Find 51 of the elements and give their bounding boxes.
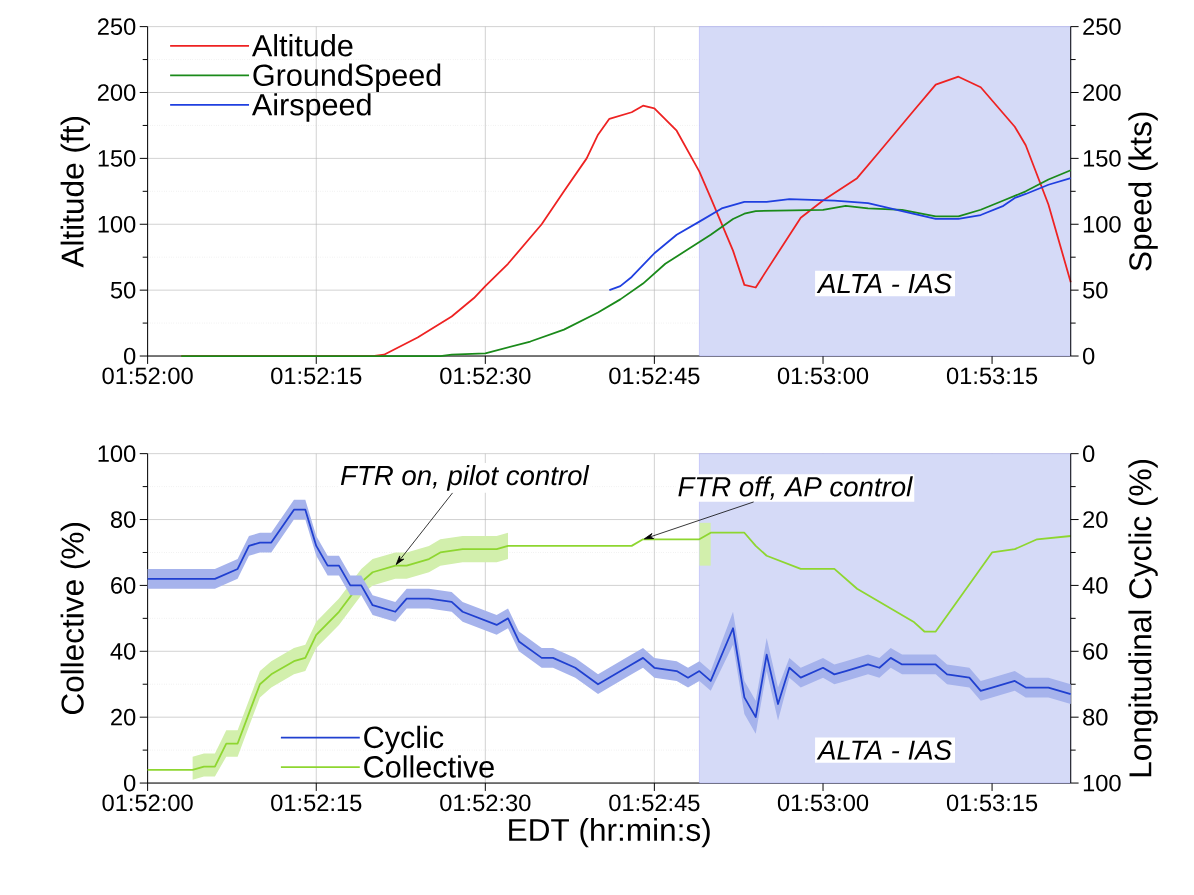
x-tick-label: 01:52:15 [271,794,362,811]
y2-tick-label: 250 [1083,18,1121,35]
y2-tick-label: 60 [1083,642,1108,660]
y-tick-label: 40 [110,642,136,660]
legend-label: Airspeed [251,92,371,122]
y2-tick-label: 40 [1082,576,1108,594]
x-tick-label: 01:52:15 [271,367,362,384]
y2-axis-title: Longitudinal Cyclic (%) [1128,459,1158,777]
y-axis-title: Altitude (ft) [60,116,90,268]
x-tick-label: 01:53:15 [946,794,1038,811]
x-tick-label: 01:52:45 [609,794,700,811]
x-tick-label: 01:53:00 [777,794,869,811]
x-tick-label: 01:53:15 [946,367,1038,384]
legend-label: Cyclic [364,725,444,754]
y-tick-label: 150 [98,149,136,167]
x-tick-label: 01:52:30 [440,367,531,384]
y-tick-label: 100 [98,215,136,233]
y-tick-label: 80 [110,510,136,528]
legend-label: Altitude [251,33,353,57]
y-tick-label: 200 [97,83,136,101]
line-series [180,169,1072,357]
y2-tick-label: 150 [1083,149,1121,167]
y2-tick-label: 200 [1083,83,1121,101]
x-axis-title: EDT (hr:min:s) [509,817,710,848]
legend-label: Collective [364,755,494,778]
y-tick-label: 60 [111,576,136,594]
y-axis-title: Collective (%) [60,522,90,714]
x-tick-label: 01:52:30 [440,794,531,811]
y2-tick-label: 0 [1083,347,1095,365]
x-tick-label: 01:52:00 [102,794,193,811]
y2-tick-label: 50 [1083,281,1108,299]
annotation: FTR off, AP control [678,476,913,500]
x-tick-label: 01:53:00 [777,367,869,384]
band-label: ALTA - IAS [816,273,952,294]
band-label: ALTA - IAS [816,740,952,760]
y-tick-label: 20 [111,708,136,726]
y-tick-label: 100 [98,445,136,462]
y2-tick-label: 80 [1083,708,1108,726]
y-tick-label: 0 [124,774,136,792]
y-tick-label: 250 [97,18,136,35]
y2-axis-title: Speed (kts) [1128,112,1158,271]
y2-tick-label: 100 [1083,215,1121,233]
y2-tick-label: 20 [1083,510,1108,528]
y2-tick-label: 0 [1083,445,1095,462]
y-tick-label: 50 [110,281,136,299]
annotation: FTR on, pilot control [340,464,590,491]
x-tick-label: 01:52:45 [609,367,700,384]
x-tick-label: 01:52:00 [102,367,193,384]
y-tick-label: 0 [124,347,136,365]
legend-label: GroundSpeed [253,63,441,92]
y2-tick-label: 100 [1083,774,1121,792]
